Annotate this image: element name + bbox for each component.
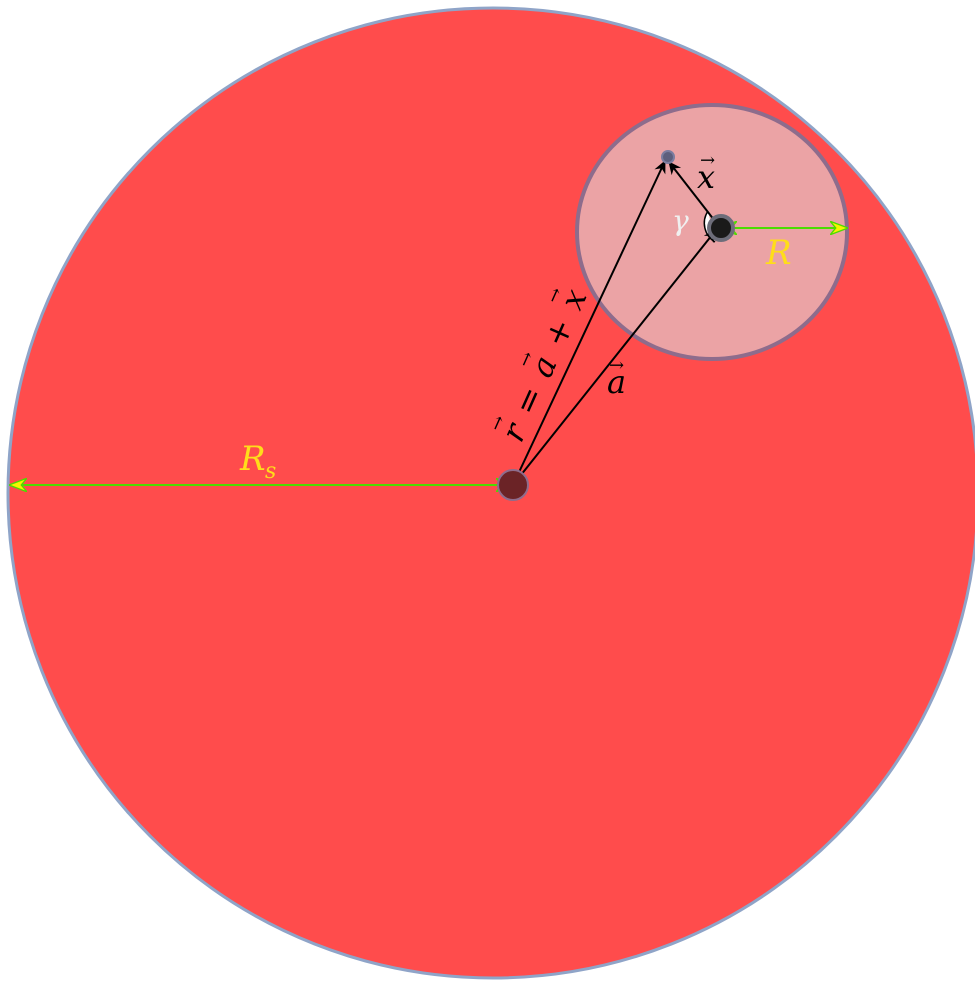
large-radius-label-sub: s — [265, 459, 276, 484]
large-sphere — [6, 6, 975, 980]
target-point — [661, 150, 675, 164]
vector-r — [512, 160, 666, 486]
vector-r-equation-arrows: → → → — [485, 284, 567, 434]
small-radius-label: R — [765, 233, 792, 273]
vector-a-label: a → — [607, 355, 626, 401]
vector-a-label-arrow: → — [609, 355, 624, 376]
large-sphere-center-point — [497, 469, 529, 501]
vector-a — [512, 229, 717, 486]
small-sphere-center-point — [707, 214, 735, 242]
angle-gamma-label: γ — [672, 204, 689, 237]
large-radius-label-main: R — [239, 439, 266, 479]
vector-x-label-arrow: → — [700, 150, 715, 171]
vector-x — [668, 161, 719, 226]
large-radius-label: R s — [239, 439, 276, 484]
vector-x-label-symbol: x — [697, 158, 715, 196]
vector-a-label-symbol: a — [607, 363, 626, 401]
vector-x-label: x → — [697, 150, 715, 196]
